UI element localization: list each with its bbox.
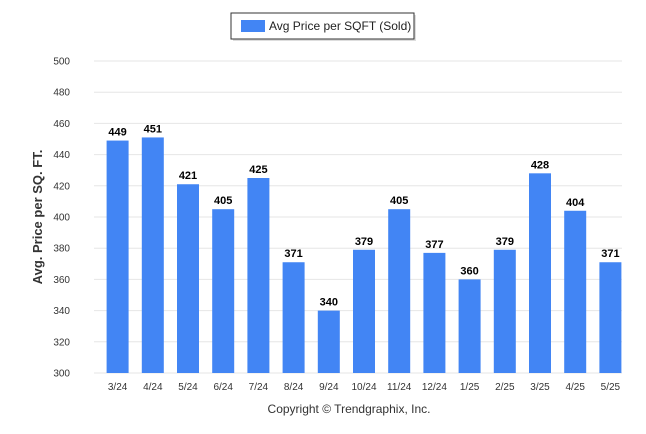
bar bbox=[493, 249, 516, 373]
x-tick-label: 1/25 bbox=[460, 382, 480, 393]
data-label: 451 bbox=[144, 123, 162, 135]
x-tick-label: 3/25 bbox=[530, 382, 550, 393]
bars bbox=[106, 137, 622, 373]
data-label: 405 bbox=[214, 195, 232, 207]
x-tick-label: 3/24 bbox=[108, 382, 128, 393]
bar bbox=[353, 249, 375, 373]
data-label: 405 bbox=[390, 195, 408, 207]
copyright-credit: Copyright © Trendgraphix, Inc. bbox=[268, 402, 431, 416]
legend-label: Avg Price per SQFT (Sold) bbox=[269, 19, 411, 33]
x-axis-ticks: 3/24 4/24 5/24 6/24 7/24 8/24 9/24 10/24 11/24 12… bbox=[108, 382, 621, 393]
data-label: 360 bbox=[460, 265, 478, 277]
x-tick-label: 12/24 bbox=[422, 382, 447, 393]
bar bbox=[247, 178, 270, 373]
x-tick-label: 10/24 bbox=[351, 382, 376, 393]
data-label: 340 bbox=[320, 297, 338, 309]
bar bbox=[282, 262, 305, 373]
y-tick-label: 400 bbox=[53, 213, 70, 224]
y-tick-label: 320 bbox=[53, 337, 70, 348]
x-tick-label: 11/24 bbox=[387, 382, 412, 393]
y-tick-label: 440 bbox=[53, 150, 70, 161]
bar bbox=[106, 140, 129, 373]
data-label: 379 bbox=[496, 236, 514, 248]
x-tick-label: 9/24 bbox=[319, 382, 339, 393]
y-tick-label: 480 bbox=[53, 88, 70, 99]
legend-swatch bbox=[241, 20, 265, 32]
data-label: 379 bbox=[355, 236, 373, 248]
bar bbox=[529, 173, 551, 373]
data-label: 449 bbox=[108, 127, 126, 139]
bar bbox=[141, 137, 164, 373]
data-label: 377 bbox=[425, 239, 443, 251]
x-tick-label: 4/25 bbox=[565, 382, 585, 393]
y-tick-label: 420 bbox=[53, 181, 70, 192]
data-label: 425 bbox=[249, 164, 267, 176]
data-label: 421 bbox=[179, 170, 197, 182]
bar bbox=[599, 262, 622, 373]
data-label: 404 bbox=[566, 197, 585, 209]
data-label: 428 bbox=[531, 159, 549, 171]
x-tick-label: 2/25 bbox=[495, 382, 515, 393]
bar bbox=[212, 209, 235, 373]
y-tick-label: 300 bbox=[53, 369, 70, 380]
x-tick-label: 5/25 bbox=[601, 382, 621, 393]
y-axis-ticks: 300 320 340 360 380 400 420 440 460 480 500 bbox=[53, 57, 70, 380]
bar bbox=[458, 279, 481, 373]
y-tick-label: 360 bbox=[53, 275, 70, 286]
y-tick-label: 500 bbox=[53, 57, 70, 68]
y-tick-label: 380 bbox=[53, 244, 70, 255]
y-tick-label: 460 bbox=[53, 119, 70, 130]
data-label: 371 bbox=[601, 248, 619, 260]
bar bbox=[423, 252, 446, 373]
y-tick-label: 340 bbox=[53, 306, 70, 317]
bar bbox=[177, 184, 199, 373]
x-tick-label: 5/24 bbox=[178, 382, 198, 393]
x-tick-label: 8/24 bbox=[284, 382, 304, 393]
data-labels: 449 451 421 405 425 371 340 379 405 377 360 379 428 4… bbox=[108, 123, 619, 308]
y-axis-title: Avg. Price per SQ. FT. bbox=[30, 150, 45, 285]
bar bbox=[388, 209, 411, 373]
bar bbox=[564, 210, 587, 373]
x-tick-label: 7/24 bbox=[249, 382, 269, 393]
legend: Avg Price per SQFT (Sold) bbox=[230, 12, 416, 41]
bar bbox=[317, 310, 340, 373]
x-tick-label: 4/24 bbox=[143, 382, 163, 393]
data-label: 371 bbox=[284, 248, 302, 260]
x-tick-label: 6/24 bbox=[213, 382, 233, 393]
